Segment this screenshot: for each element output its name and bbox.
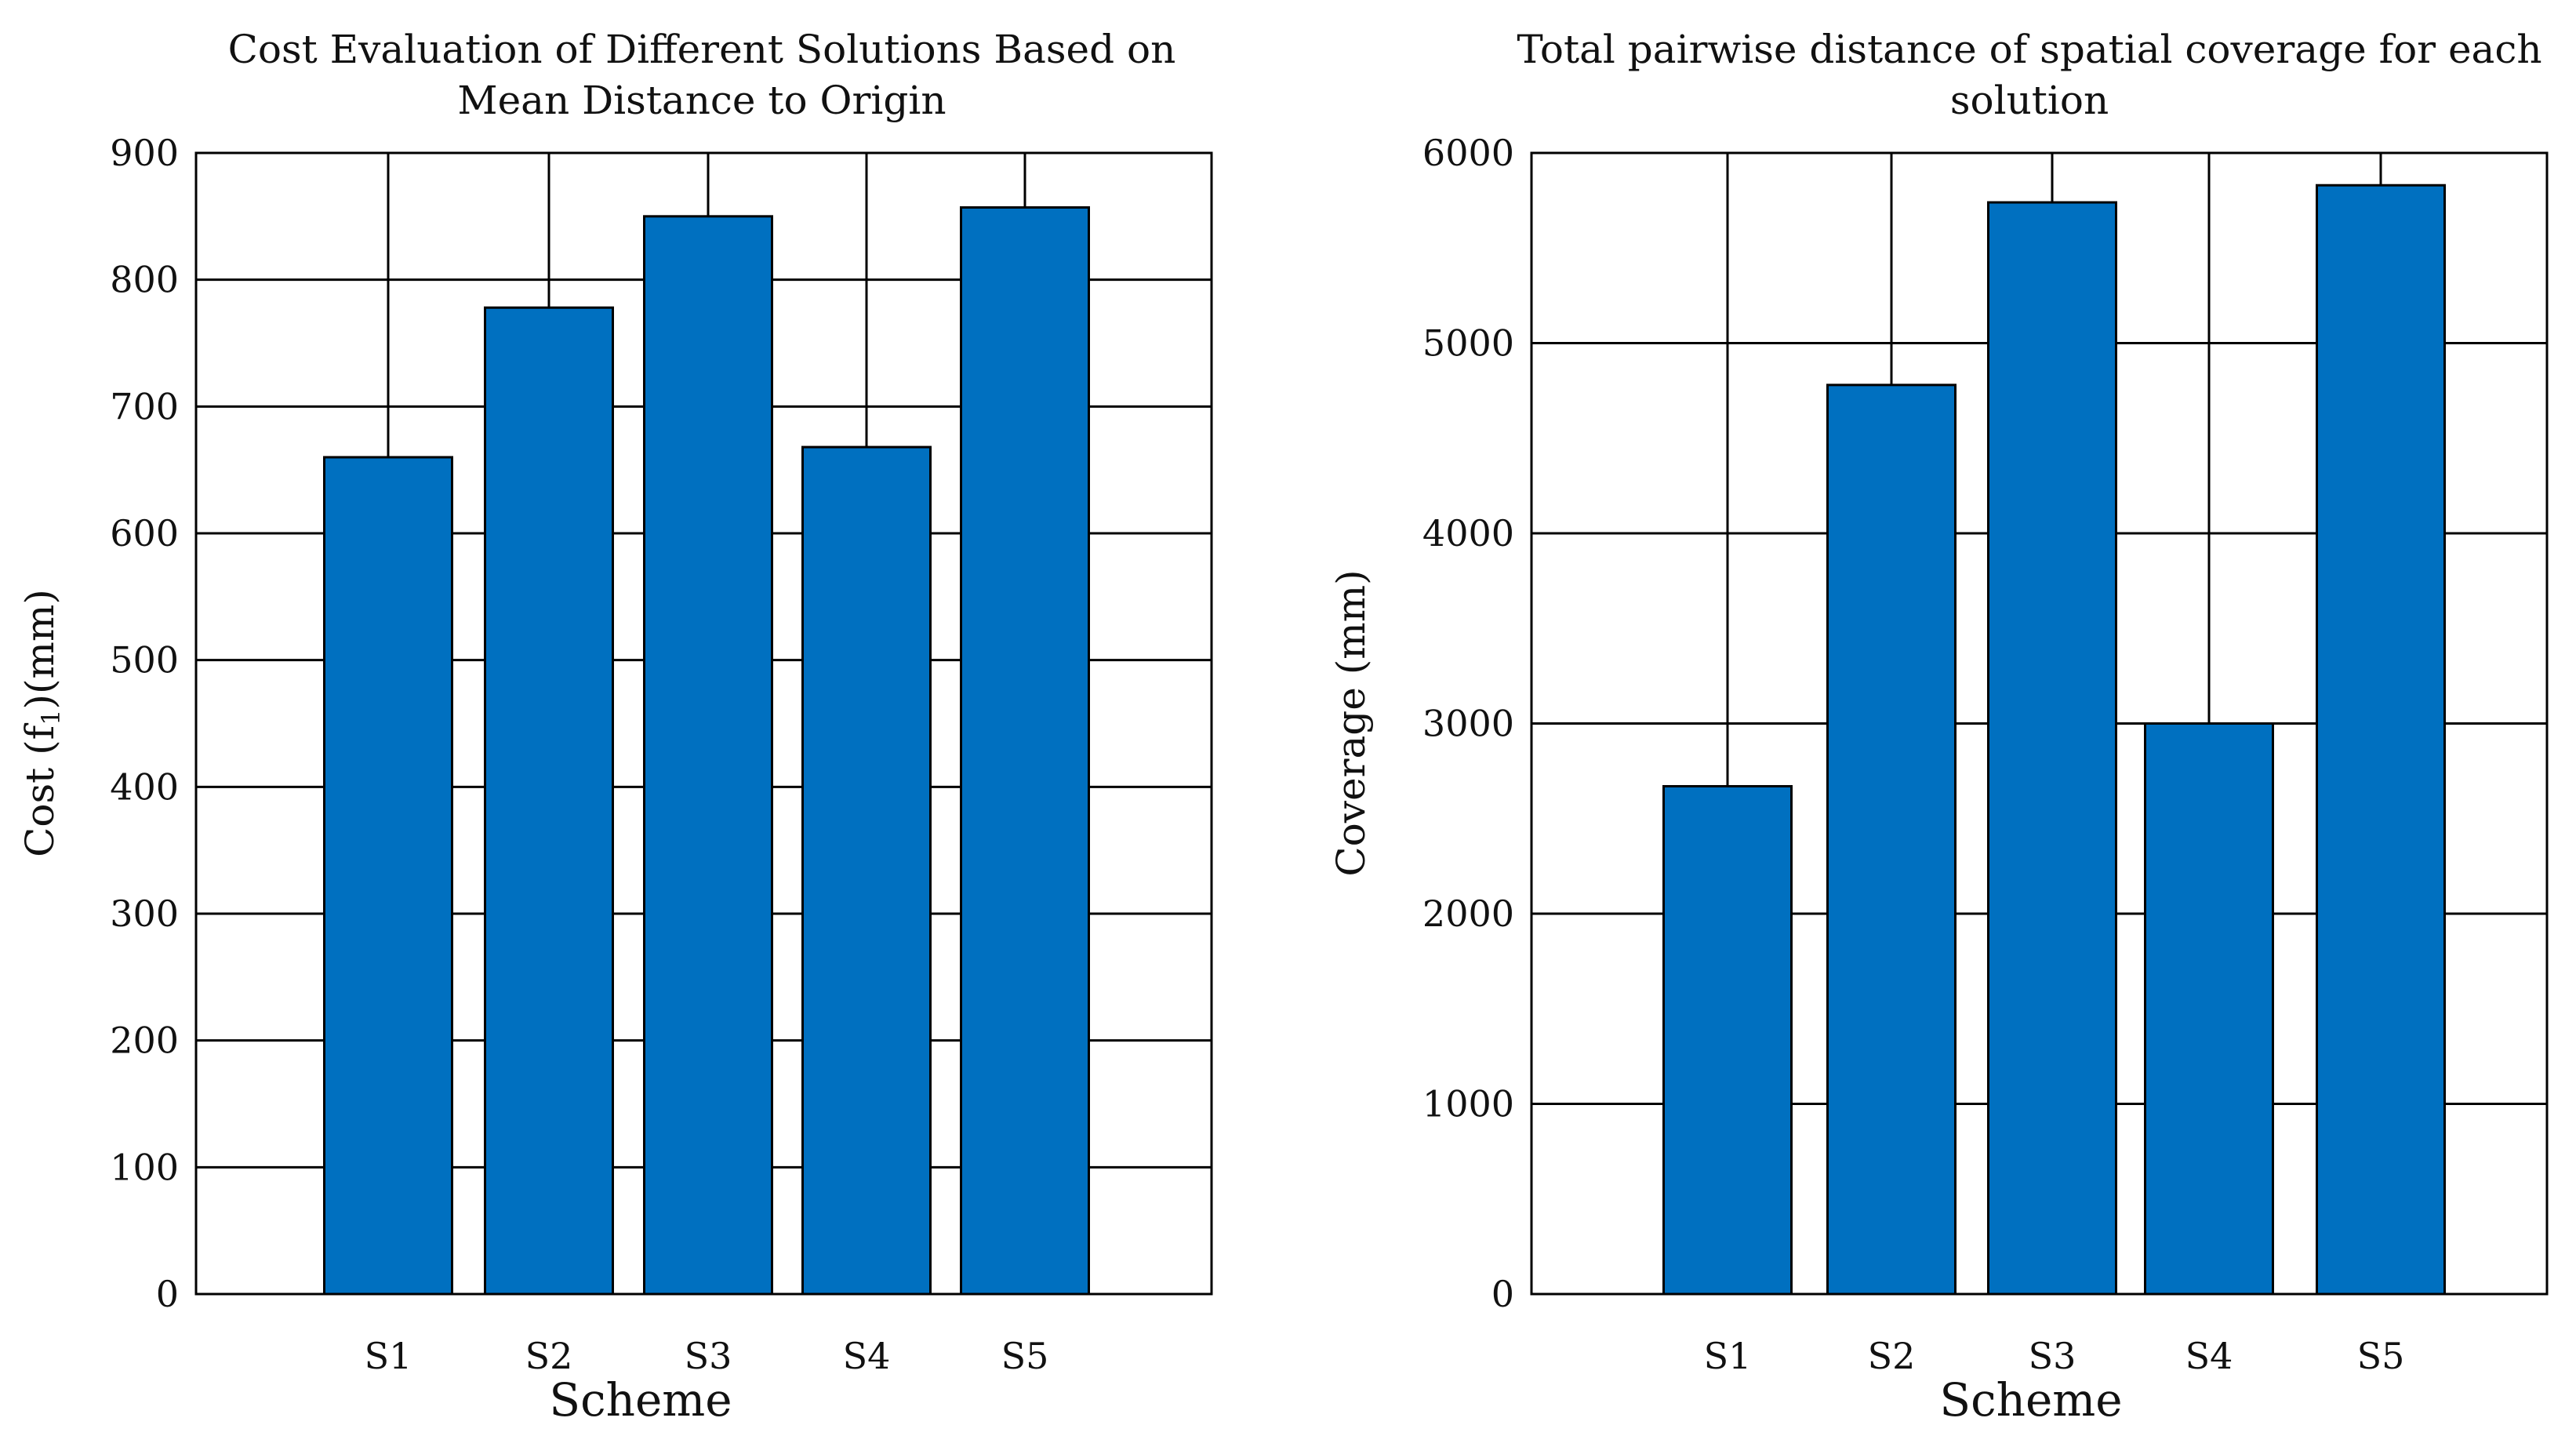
coverage-chart-bars xyxy=(1662,184,2446,1296)
coverage-chart-bar-s3 xyxy=(1987,201,2117,1296)
coverage-chart-x-tick-label: S1 xyxy=(1704,1335,1752,1377)
coverage-chart: Total pairwise distance of spatial cover… xyxy=(1328,27,2549,1427)
cost-chart-x-tick-label: S2 xyxy=(525,1335,573,1377)
cost-chart: Cost Evaluation of Different Solutions B… xyxy=(17,27,1213,1427)
coverage-chart-x-axis-label: Scheme xyxy=(1939,1373,2122,1427)
coverage-chart-y-tick-label: 1000 xyxy=(1422,1083,1514,1125)
cost-chart-y-tick-label: 100 xyxy=(110,1146,179,1188)
cost-chart-title-line-1: Cost Evaluation of Different Solutions B… xyxy=(228,27,1176,72)
cost-chart-y-tick-label: 700 xyxy=(110,385,179,427)
cost-chart-y-tick-label: 200 xyxy=(110,1020,179,1062)
coverage-chart-y-tick-label: 2000 xyxy=(1422,893,1514,935)
cost-chart-y-tick-label: 800 xyxy=(110,259,179,301)
cost-chart-bar-s4 xyxy=(801,445,932,1296)
cost-chart-title-line-2: Mean Distance to Origin xyxy=(457,78,946,123)
cost-chart-x-tick-label: S3 xyxy=(685,1335,732,1377)
cost-chart-x-tick-label: S1 xyxy=(365,1335,412,1377)
coverage-chart-y-tick-label: 4000 xyxy=(1422,512,1514,554)
coverage-chart-bar-s4 xyxy=(2144,722,2274,1296)
cost-chart-y-axis-label: Cost (f1)(mm) xyxy=(17,589,66,857)
coverage-chart-y-tick-label: 0 xyxy=(1491,1273,1514,1315)
cost-chart-bar-s2 xyxy=(484,306,614,1296)
coverage-chart-x-tick-label: S5 xyxy=(2357,1335,2405,1377)
coverage-chart-bar-s5 xyxy=(2316,184,2446,1296)
cost-chart-y-tick-label: 300 xyxy=(110,893,179,935)
coverage-chart-x-tick-label: S4 xyxy=(2185,1335,2233,1377)
cost-chart-bars xyxy=(323,206,1090,1296)
coverage-chart-y-tick-label: 3000 xyxy=(1422,703,1514,745)
cost-chart-bar-s5 xyxy=(960,206,1090,1296)
cost-chart-x-tick-label: S4 xyxy=(843,1335,891,1377)
coverage-chart-title-line-1: Total pairwise distance of spatial cover… xyxy=(1517,27,2541,72)
coverage-chart-y-ticks: 0 1000 2000 3000 4000 5000 6000 xyxy=(1422,132,1514,1315)
cost-chart-x-axis-label: Scheme xyxy=(549,1373,732,1427)
coverage-chart-y-tick-label: 5000 xyxy=(1422,322,1514,365)
coverage-chart-y-axis-label: Coverage (mm) xyxy=(1328,569,1374,876)
cost-chart-y-tick-label: 600 xyxy=(110,512,179,554)
coverage-chart-y-tick-label: 6000 xyxy=(1422,132,1514,174)
coverage-chart-x-ticks: S1 S2 S3 S4 S5 xyxy=(1704,1335,2405,1377)
coverage-chart-axes-box xyxy=(1530,151,2549,1296)
coverage-chart-bar-s2 xyxy=(1826,384,1957,1296)
cost-chart-y-tick-label: 0 xyxy=(156,1273,179,1315)
cost-chart-bar-s3 xyxy=(643,215,773,1296)
coverage-chart-x-tick-label: S2 xyxy=(1868,1335,1916,1377)
cost-chart-bar-s1 xyxy=(323,456,453,1296)
coverage-chart-title-line-2: solution xyxy=(1950,78,2109,123)
cost-chart-x-ticks: S1 S2 S3 S4 S5 xyxy=(365,1335,1049,1377)
coverage-chart-bar-s1 xyxy=(1662,785,1793,1296)
cost-chart-x-tick-label: S5 xyxy=(1001,1335,1049,1377)
cost-chart-y-tick-label: 400 xyxy=(110,765,179,808)
cost-chart-axes-box xyxy=(194,151,1213,1296)
cost-chart-y-ticks: 0 100 200 300 400 500 600 700 800 900 xyxy=(110,132,179,1315)
cost-chart-y-tick-label: 500 xyxy=(110,639,179,682)
coverage-chart-x-tick-label: S3 xyxy=(2029,1335,2076,1377)
cost-chart-y-tick-label: 900 xyxy=(110,132,179,174)
